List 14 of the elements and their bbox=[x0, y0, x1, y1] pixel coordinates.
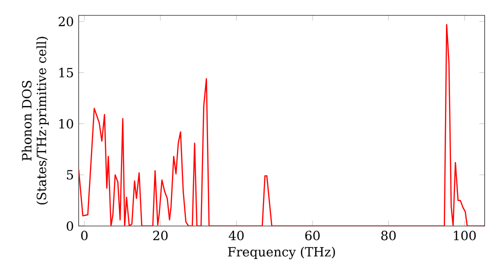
y-tick-label: 20 bbox=[58, 16, 74, 26]
x-tick-label: 80 bbox=[381, 230, 396, 240]
y-tick-label: 0 bbox=[66, 221, 74, 231]
y-tick-label: 10 bbox=[59, 118, 74, 129]
x-tick-label: 100 bbox=[454, 230, 476, 240]
line-series bbox=[78, 24, 485, 226]
x-tick-label: 60 bbox=[305, 230, 320, 240]
x-axis-title: Frequency (THz) bbox=[228, 246, 335, 260]
x-tick-label: 20 bbox=[153, 230, 168, 240]
x-tick-label: 0 bbox=[81, 230, 88, 240]
x-tick-label: 40 bbox=[228, 230, 244, 240]
y-tick-label: 15 bbox=[59, 68, 73, 78]
y-tick-label: 5 bbox=[66, 170, 73, 180]
y-axis-title: Phonon DOS (States/THz·primitive cell) bbox=[22, 36, 49, 204]
